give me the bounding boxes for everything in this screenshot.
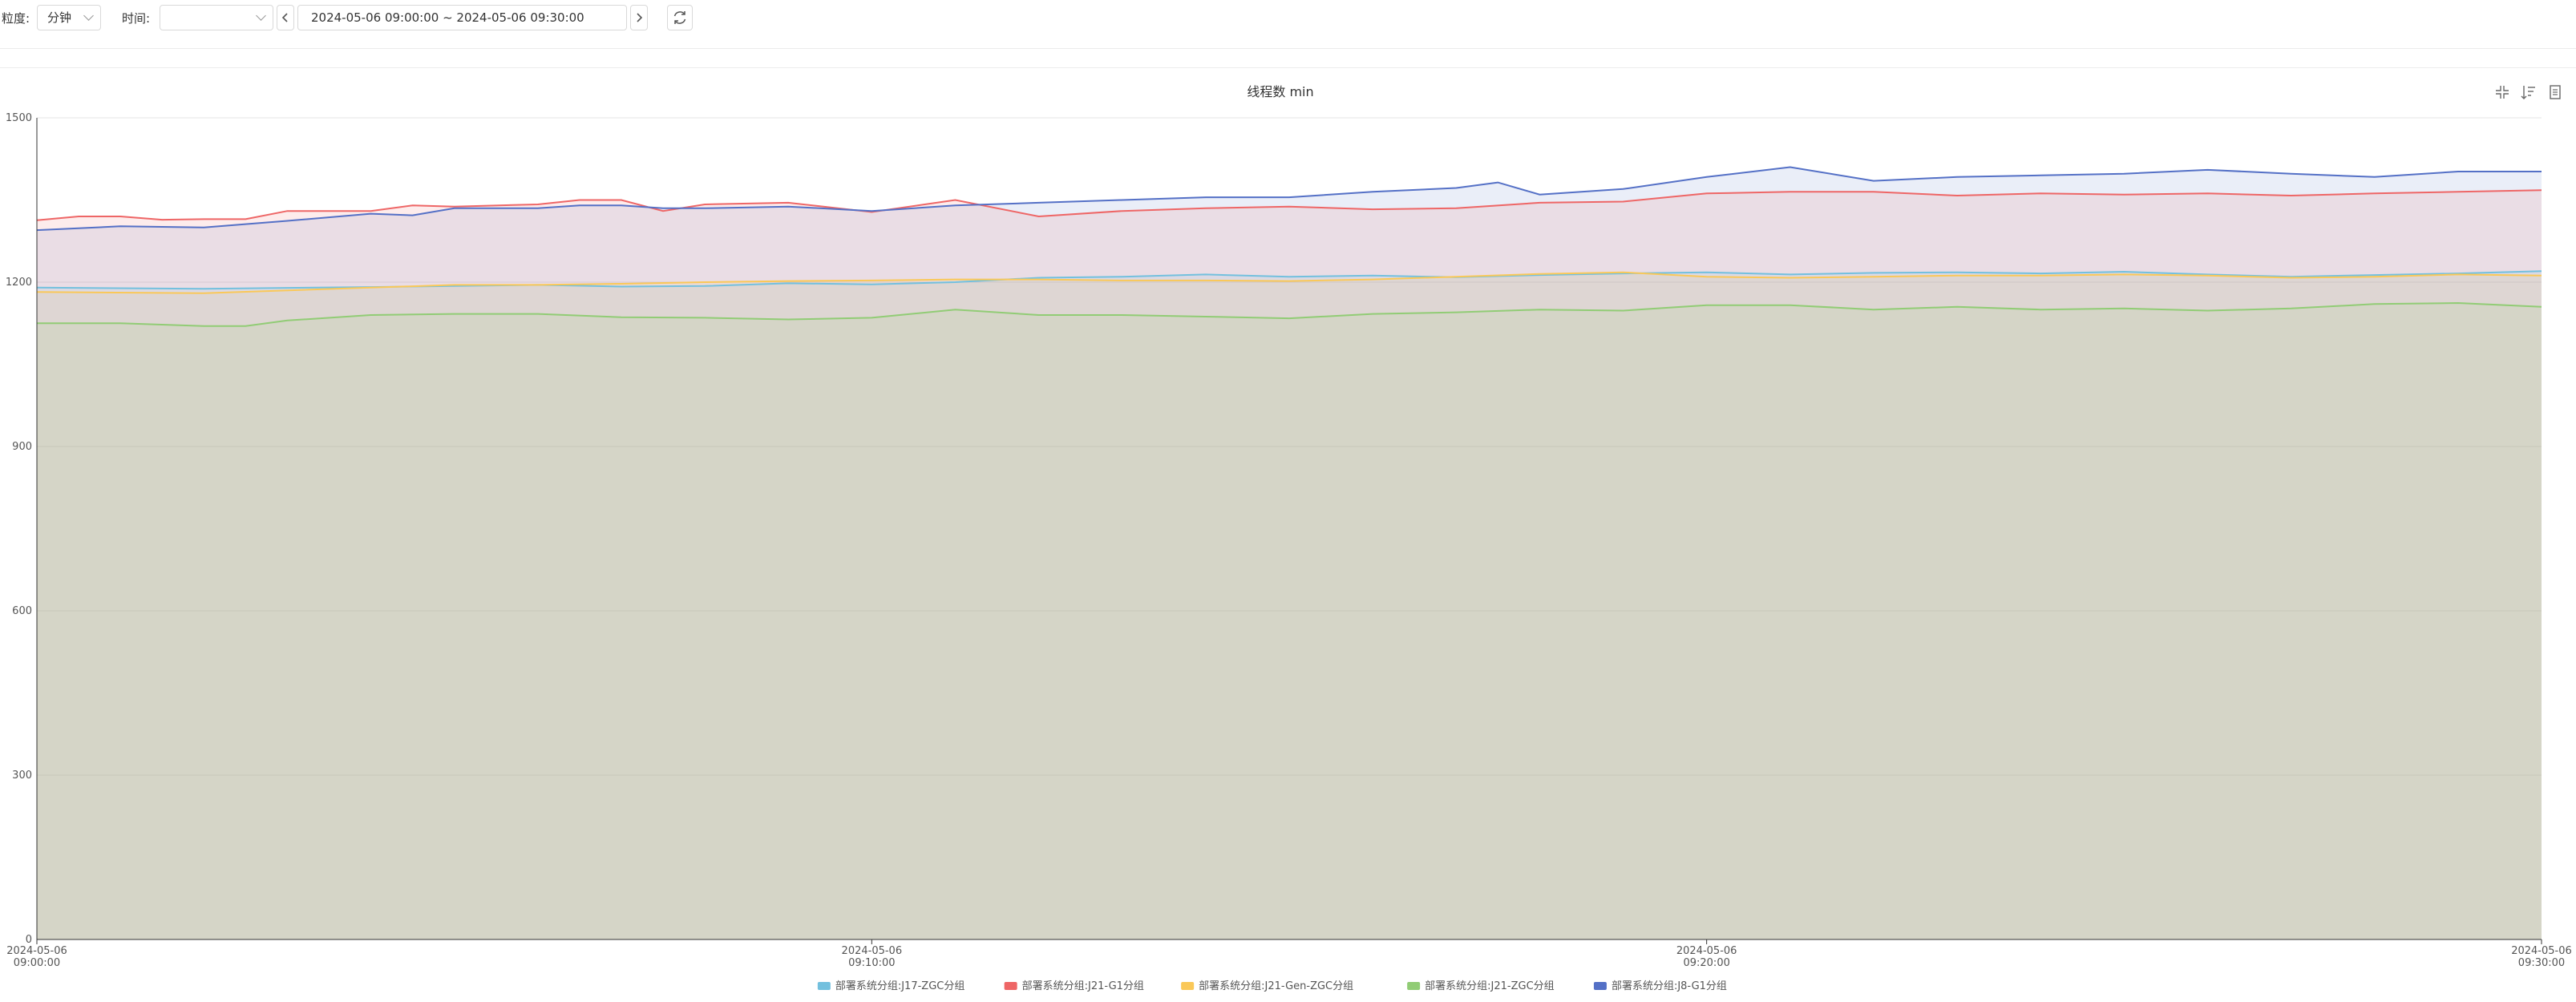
x-tick-label: 2024-05-06: [842, 945, 903, 957]
legend-swatch: [1593, 982, 1607, 990]
refresh-icon: [673, 11, 686, 24]
legend-item[interactable]: 部署系统分组:J17-ZGC分组: [817, 980, 965, 992]
series-line-1[interactable]: [36, 189, 2542, 221]
series-lines: [36, 166, 2542, 327]
legend-swatch: [817, 982, 831, 990]
series-area-1: [37, 190, 2542, 939]
legend-label: 部署系统分组:J21-ZGC分组: [1425, 980, 1555, 992]
series-line-4[interactable]: [36, 166, 2542, 232]
x-tick-label: 09:00:00: [14, 957, 60, 969]
legend-label: 部署系统分组:J21-Gen-ZGC分组: [1199, 980, 1353, 992]
legend[interactable]: 部署系统分组:J17-ZGC分组 部署系统分组:J21-G1分组 部署系统分组:J2…: [817, 980, 1727, 992]
restore-icon: [2496, 86, 2509, 99]
date-range-value: 2024-05-06 09:00:00 ~ 2024-05-06 09:30:0…: [311, 10, 584, 25]
refresh-button[interactable]: [667, 5, 693, 30]
granularity-label: 粒度:: [2, 11, 30, 26]
legend-swatch: [1407, 982, 1421, 990]
y-tick-label: 1500: [6, 112, 32, 124]
y-tick-label: 1200: [6, 277, 32, 289]
prev-range-button[interactable]: [277, 5, 294, 30]
x-tick-label: 2024-05-06: [2511, 945, 2572, 957]
restore-button[interactable]: [2493, 83, 2511, 101]
sort-icon: [2521, 86, 2535, 99]
granularity-value: 分钟: [47, 10, 72, 25]
data-view-icon: [2550, 85, 2561, 99]
divider: [0, 48, 2576, 49]
date-range-input[interactable]: 2024-05-06 09:00:00 ~ 2024-05-06 09:30:0…: [297, 5, 627, 30]
legend-item[interactable]: 部署系统分组:J21-Gen-ZGC分组: [1181, 980, 1353, 992]
series-line-0[interactable]: [36, 270, 2542, 290]
toolbar: 粒度: 分钟 时间: 2024-05-06 09:00:00 ~ 2024-05…: [0, 0, 2576, 37]
legend-label: 部署系统分组:J17-ZGC分组: [835, 980, 965, 992]
data-view-button[interactable]: [2546, 83, 2564, 101]
series-areas: [37, 167, 2542, 939]
legend-item[interactable]: 部署系统分组:J21-G1分组: [1004, 980, 1144, 992]
series-area-2: [37, 272, 2542, 939]
legend-label: 部署系统分组:J8-G1分组: [1612, 980, 1727, 992]
time-select[interactable]: [160, 5, 273, 30]
series-line-3[interactable]: [37, 301, 2542, 327]
chart-title: 线程数 min: [1247, 84, 1313, 99]
series-area-3: [37, 303, 2542, 939]
legend-label: 部署系统分组:J21-G1分组: [1022, 980, 1144, 992]
axes: 0300600900120015002024-05-0609:00:002024…: [6, 112, 2572, 969]
time-label: 时间:: [122, 11, 151, 26]
series-area-0: [37, 271, 2542, 939]
x-tick-label: 2024-05-06: [1676, 945, 1737, 957]
series-area-4: [37, 167, 2542, 939]
x-tick-label: 09:30:00: [2518, 957, 2565, 969]
legend-swatch: [1181, 982, 1195, 990]
legend-item[interactable]: 部署系统分组:J8-G1分组: [1593, 980, 1727, 992]
next-icon: [637, 13, 643, 22]
x-tick-label: 09:10:00: [848, 957, 895, 969]
x-tick-label: 09:20:00: [1683, 957, 1729, 969]
prev-icon: [281, 13, 288, 22]
y-tick-label: 300: [12, 770, 32, 782]
legend-swatch: [1004, 982, 1017, 990]
y-tick-label: 900: [12, 441, 32, 453]
sort-button[interactable]: [2519, 83, 2537, 101]
legend-item[interactable]: 部署系统分组:J21-ZGC分组: [1407, 980, 1555, 992]
y-tick-label: 600: [12, 605, 32, 617]
series-line-2[interactable]: [36, 271, 2542, 294]
y-tick-label: 0: [26, 934, 32, 946]
divider: [0, 67, 2576, 68]
next-range-button[interactable]: [630, 5, 648, 30]
granularity-select[interactable]: 分钟: [37, 5, 101, 30]
x-tick-label: 2024-05-06: [6, 945, 67, 957]
